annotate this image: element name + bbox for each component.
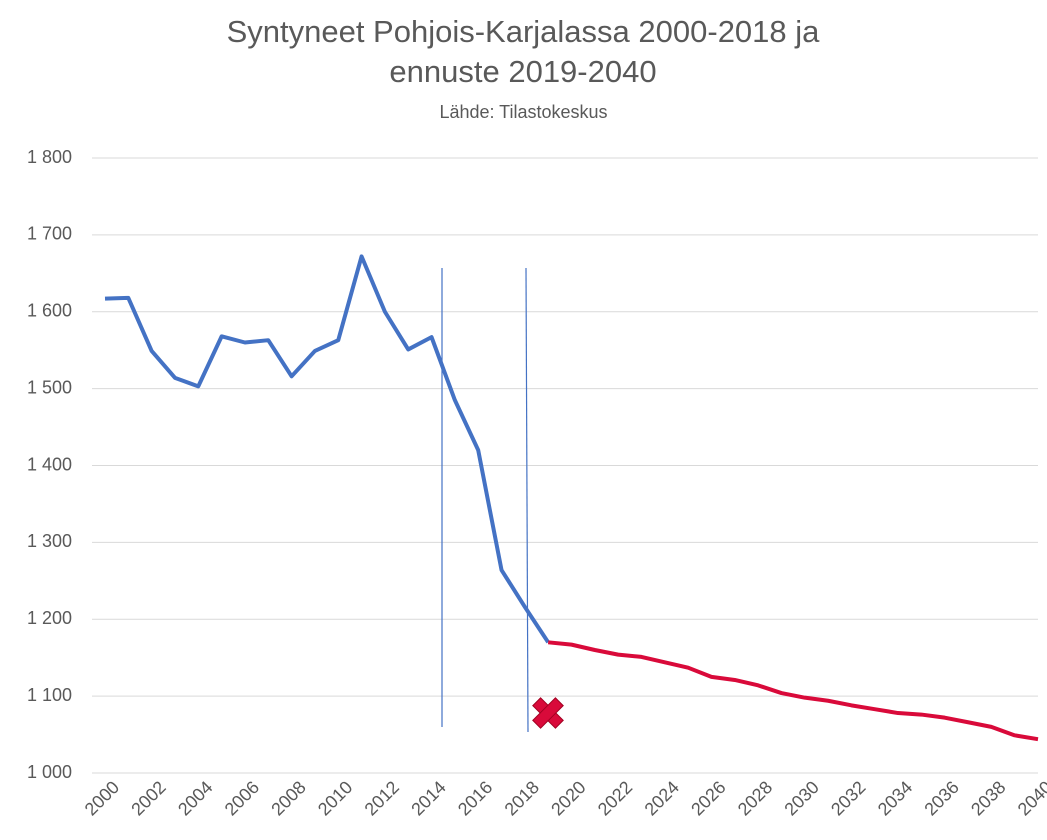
x-tick-label: 2028 — [734, 777, 776, 819]
x-tick-label: 2032 — [827, 777, 869, 819]
x-tick-label: 2020 — [547, 777, 589, 819]
annotation-line — [525, 267, 529, 733]
y-tick-label: 1 500 — [27, 377, 72, 397]
x-tick-label: 2038 — [967, 777, 1009, 819]
x-tick-label: 2000 — [81, 777, 123, 819]
x-tick-label: 2002 — [127, 777, 169, 819]
chart-title: Syntyneet Pohjois-Karjalassa 2000-2018 j… — [226, 14, 820, 89]
x-tick-label: 2010 — [314, 777, 356, 819]
y-tick-label: 1 800 — [27, 147, 72, 167]
y-tick-label: 1 200 — [27, 608, 72, 628]
y-tick-label: 1 600 — [27, 301, 72, 321]
x-tick-label: 2016 — [454, 777, 496, 819]
x-tick-label: 2034 — [874, 777, 916, 819]
x-tick-label: 2012 — [361, 777, 403, 819]
chart-subtitle: Lähde: Tilastokeskus — [439, 102, 608, 122]
line-series — [104, 254, 550, 644]
y-tick-label: 1 700 — [27, 224, 72, 244]
x-marker — [532, 697, 564, 729]
x-tick-label: 2006 — [221, 777, 263, 819]
x-tick-label: 2022 — [594, 777, 636, 819]
x-tick-label: 2018 — [501, 777, 543, 819]
x-tick-label: 2014 — [407, 777, 449, 819]
x-tick-label: 2004 — [174, 777, 216, 819]
x-tick-label: 2008 — [267, 777, 309, 819]
x-tick-label: 2026 — [687, 777, 729, 819]
x-tick-label: 2030 — [780, 777, 822, 819]
x-tick-label: 2036 — [920, 777, 962, 819]
line-series — [547, 640, 1039, 742]
x-tick-label: 2024 — [641, 777, 683, 819]
y-tick-label: 1 300 — [27, 531, 72, 551]
x-tick-label: 2040 — [1014, 777, 1047, 819]
y-tick-label: 1 100 — [27, 685, 72, 705]
y-tick-label: 1 000 — [27, 762, 72, 782]
y-tick-label: 1 400 — [27, 454, 72, 474]
grid — [92, 157, 1038, 774]
